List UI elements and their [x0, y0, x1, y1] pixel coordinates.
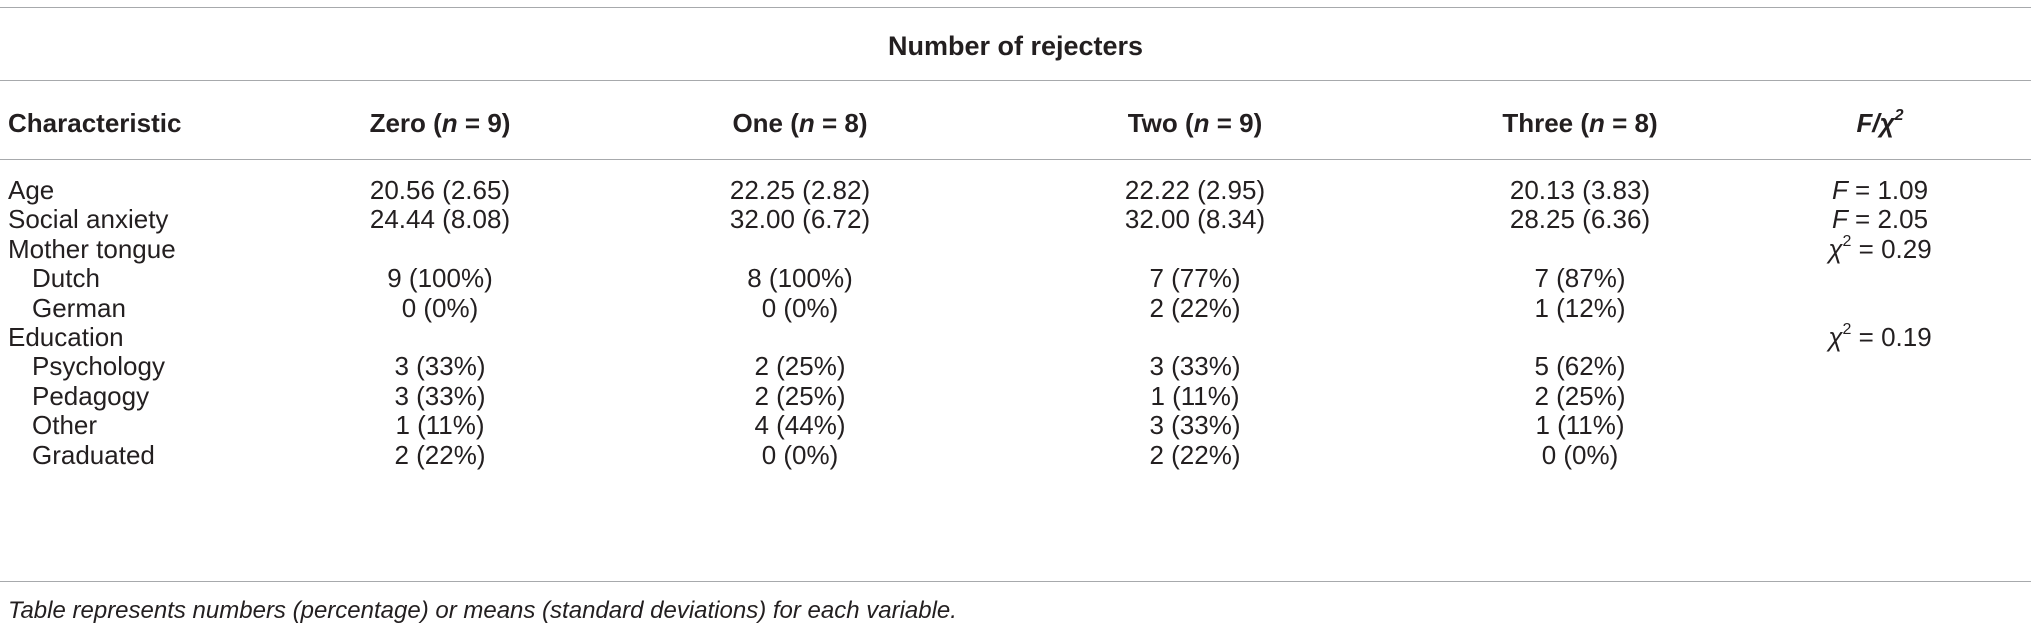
row-label: Social anxiety: [8, 204, 169, 234]
header-one: One (n = 8): [732, 108, 868, 138]
cell-one: 4 (44%): [754, 410, 846, 440]
row-label: Dutch: [32, 263, 100, 293]
row-label: German: [32, 293, 126, 323]
table-footnote: Table represents numbers (percentage) or…: [8, 597, 957, 624]
cell-three: 7 (87%): [1534, 263, 1626, 293]
row-label: Graduated: [32, 440, 155, 470]
cell-two: 1 (11%): [1150, 381, 1240, 411]
cell-two: 32.00 (8.34): [1124, 204, 1266, 234]
row-label: Mother tongue: [8, 234, 176, 264]
row-label: Psychology: [32, 351, 165, 381]
column-spanner-title: Number of rejecters: [887, 31, 1144, 61]
row-label: Other: [32, 410, 98, 440]
cell-two: 2 (22%): [1149, 293, 1241, 323]
cell-zero: 2 (22%): [394, 440, 486, 470]
cell-statistic: χ2 = 0.19: [1828, 321, 1932, 352]
cell-one: 0 (0%): [761, 293, 839, 323]
header-statistic: F/χ2: [1856, 107, 1904, 138]
cell-two: 3 (33%): [1149, 410, 1241, 440]
cell-zero: 1 (11%): [395, 410, 485, 440]
cell-zero: 0 (0%): [401, 293, 479, 323]
cell-statistic: F = 1.09: [1831, 175, 1929, 205]
cell-one: 2 (25%): [754, 381, 846, 411]
cell-one: 22.25 (2.82): [729, 175, 871, 205]
cell-three: 0 (0%): [1541, 440, 1619, 470]
spanner-rule: [0, 80, 2031, 81]
cell-one: 2 (25%): [754, 351, 846, 381]
row-label: Pedagogy: [32, 381, 150, 411]
cell-zero: 9 (100%): [387, 263, 493, 293]
bottom-rule: [0, 581, 2031, 582]
row-label: Education: [8, 322, 124, 352]
cell-two: 2 (22%): [1149, 440, 1241, 470]
cell-zero: 3 (33%): [394, 381, 486, 411]
header-rule: [0, 159, 2031, 160]
header-zero: Zero (n = 9): [369, 108, 511, 138]
cell-three: 5 (62%): [1534, 351, 1626, 381]
cell-three: 1 (11%): [1535, 410, 1625, 440]
cell-statistic: F = 2.05: [1831, 204, 1929, 234]
cell-one: 0 (0%): [761, 440, 839, 470]
cell-one: 8 (100%): [747, 263, 853, 293]
cell-statistic: χ2 = 0.29: [1828, 233, 1932, 264]
cell-three: 28.25 (6.36): [1509, 204, 1651, 234]
cell-two: 7 (77%): [1149, 263, 1241, 293]
cell-two: 22.22 (2.95): [1124, 175, 1266, 205]
cell-zero: 24.44 (8.08): [369, 204, 511, 234]
cell-three: 2 (25%): [1534, 381, 1626, 411]
header-two: Two (n = 9): [1127, 108, 1263, 138]
cell-two: 3 (33%): [1149, 351, 1241, 381]
cell-three: 20.13 (3.83): [1509, 175, 1651, 205]
cell-zero: 20.56 (2.65): [369, 175, 511, 205]
row-label: Age: [8, 175, 55, 205]
cell-one: 32.00 (6.72): [729, 204, 871, 234]
header-three: Three (n = 8): [1502, 108, 1658, 138]
top-rule: [0, 7, 2031, 8]
cell-zero: 3 (33%): [394, 351, 486, 381]
header-characteristic: Characteristic: [8, 108, 182, 138]
cell-three: 1 (12%): [1534, 293, 1626, 323]
